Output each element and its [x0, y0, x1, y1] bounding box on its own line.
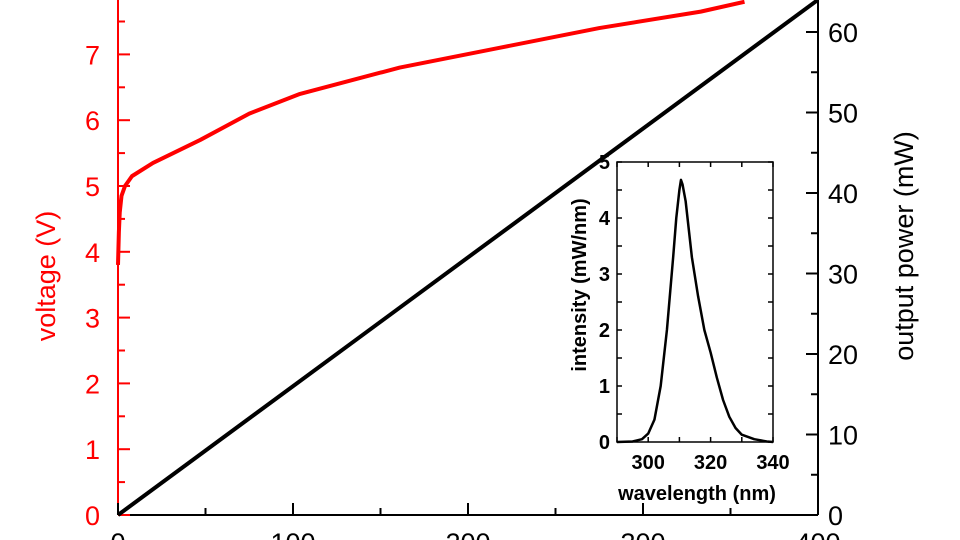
- inset-y-label: intensity (mW/nm): [569, 198, 591, 371]
- x-tick-label: 400: [795, 528, 840, 540]
- x-tick-label: 300: [620, 528, 665, 540]
- main-plot: 0100200300400012345670102030405060: [85, 0, 858, 540]
- y-right-tick-label: 10: [828, 421, 858, 451]
- y-left-tick-label: 0: [85, 501, 100, 531]
- inset-y-tick-label: 3: [599, 264, 610, 286]
- y-right-tick-label: 20: [828, 340, 858, 370]
- y-left-tick-label: 1: [85, 435, 100, 465]
- inset-x-tick-label: 300: [632, 452, 665, 474]
- y-right-tick-label: 50: [828, 99, 858, 129]
- inset-y-tick-label: 2: [599, 320, 610, 342]
- y-left-tick-label: 2: [85, 369, 100, 399]
- y-left-tick-label: 3: [85, 304, 100, 334]
- x-tick-label: 200: [445, 528, 490, 540]
- y-right-tick-label: 40: [828, 179, 858, 209]
- inset-x-tick-label: 320: [694, 452, 727, 474]
- x-tick-label: 0: [110, 528, 125, 540]
- y-left-tick-label: 6: [85, 106, 100, 136]
- y-right-tick-label: 30: [828, 260, 858, 290]
- inset-frame: [616, 161, 774, 443]
- y-left-tick-label: 4: [85, 238, 100, 268]
- y-right-label: output power (mW): [889, 131, 919, 361]
- y-right-tick-label: 0: [828, 501, 843, 531]
- inset-y-tick-label: 4: [599, 208, 611, 230]
- spectrum-series-line: [616, 178, 774, 444]
- inset-plot: 300 320 340 0 1 2 3 4 5: [599, 152, 790, 474]
- y-left-tick-label: 5: [85, 172, 100, 202]
- y-right-tick-label: 60: [828, 18, 858, 48]
- inset-y-tick-label: 0: [599, 432, 610, 454]
- y-left-label: voltage (V): [31, 211, 61, 342]
- x-tick-label: 100: [270, 528, 315, 540]
- inset-y-tick-label: 5: [599, 152, 610, 174]
- power-series-line: [116, 0, 820, 517]
- inset-x-label: wavelength (nm): [617, 483, 776, 505]
- y-left-tick-label: 7: [85, 40, 100, 70]
- voltage-series-line: [116, 0, 745, 266]
- inset-y-tick-label: 1: [599, 376, 610, 398]
- inset-x-tick-label: 340: [756, 452, 789, 474]
